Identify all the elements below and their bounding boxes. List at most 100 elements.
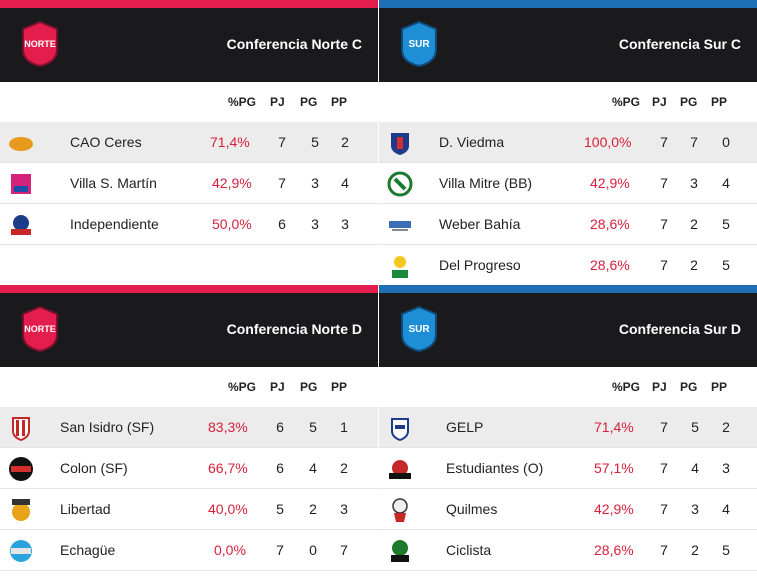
team-logo-icon [391,418,409,441]
team-pg: 3 [311,216,319,232]
sur-logo-icon: SUR [401,20,437,68]
team-pg: 4 [309,460,317,476]
team-pj: 6 [276,419,284,435]
team-logo-icon [11,174,31,194]
team-pj: 7 [660,175,668,191]
team-name: Independiente [70,216,159,232]
table-row[interactable]: Colon (SF) 66,7% 6 4 2 [0,448,378,489]
svg-text:NORTE: NORTE [24,324,56,334]
team-pg: 3 [691,501,699,517]
team-pj: 7 [660,419,668,435]
team-pct: 66,7% [208,460,248,476]
team-name: Weber Bahía [439,216,521,232]
table-row[interactable]: CAO Ceres 71,4% 7 5 2 [0,122,378,163]
column-headers: %PG PJ PG PP [379,82,757,122]
conference-title: Conferencia Sur C [618,36,741,52]
team-name: D. Viedma [439,134,505,150]
team-name: San Isidro (SF) [60,419,155,435]
team-pp: 5 [722,216,730,232]
team-logo-icon [389,221,411,231]
panel-norte-d: NORTE Conferencia Norte D %PG PJ PG PP S… [0,285,378,571]
table-row[interactable]: Echagüe 0,0% 7 0 7 [0,530,378,571]
table-row[interactable]: Weber Bahía 28,6% 7 2 5 [379,204,757,245]
team-pct: 83,3% [208,419,248,435]
team-pp: 2 [341,134,349,150]
team-name: Ciclista [446,542,492,558]
team-name: Del Progreso [439,257,521,273]
team-pg: 4 [691,460,699,476]
team-pp: 7 [340,542,348,558]
team-pct: 42,9% [212,175,252,191]
panel-header: NORTE Conferencia Norte D [0,293,378,367]
team-logo-icon [10,540,32,562]
col-pp: PP [331,95,348,109]
team-logo-icon [9,457,33,481]
table-row[interactable]: GELP 71,4% 7 5 2 [379,407,757,448]
team-pg: 5 [311,134,319,150]
table-row[interactable]: Villa S. Martín 42,9% 7 3 4 [0,163,378,204]
sur-stripe [379,285,757,293]
team-pct: 100,0% [584,134,632,150]
team-pct: 71,4% [210,134,250,150]
team-logo-icon [12,417,30,441]
team-pp: 5 [722,257,730,273]
table-row[interactable]: San Isidro (SF) 83,3% 6 5 1 [0,407,378,448]
team-pg: 2 [309,501,317,517]
norte-logo-icon: NORTE [22,20,58,68]
norte-logo-icon: NORTE [22,305,58,353]
team-pg: 2 [691,542,699,558]
team-name: GELP [446,419,484,435]
team-name: Villa S. Martín [70,175,157,191]
team-pj: 7 [660,542,668,558]
team-pp: 4 [722,501,730,517]
team-logo-icon [9,137,33,151]
team-name: Echagüe [60,542,116,558]
table-row[interactable]: Del Progreso 28,6% 7 2 5 [379,245,757,286]
sur-logo-icon: SUR [401,305,437,353]
table-row[interactable]: Villa Mitre (BB) 42,9% 7 3 4 [379,163,757,204]
team-pp: 5 [722,542,730,558]
table-row[interactable]: D. Viedma 100,0% 7 7 0 [379,122,757,163]
col-pj: PJ [652,380,667,394]
team-pj: 6 [276,460,284,476]
team-name: Colon (SF) [60,460,128,476]
col-pg: PG [680,95,698,109]
team-pct: 28,6% [590,216,630,232]
team-logo-icon [387,171,413,197]
table-row[interactable]: Estudiantes (O) 57,1% 7 4 3 [379,448,757,489]
team-pp: 4 [341,175,349,191]
team-pj: 7 [278,175,286,191]
team-pct: 28,6% [590,257,630,273]
team-name: Libertad [60,501,111,517]
team-pj: 7 [276,542,284,558]
team-pg: 3 [311,175,319,191]
team-logo-icon [12,499,30,521]
team-pct: 28,6% [594,542,634,558]
norte-stripe [0,0,378,8]
team-pct: 42,9% [594,501,634,517]
col-pct: %PG [612,380,641,394]
table-row[interactable]: Quilmes 42,9% 7 3 4 [379,489,757,530]
sur-stripe [379,0,757,8]
team-name: Villa Mitre (BB) [439,175,533,191]
conference-title: Conferencia Norte D [226,321,362,337]
svg-text:SUR: SUR [408,39,430,50]
svg-text:NORTE: NORTE [24,39,56,49]
col-pct: %PG [228,380,257,394]
table-row[interactable]: Independiente 50,0% 6 3 3 [0,204,378,245]
column-headers: %PG PJ PG PP [379,367,757,407]
col-pg: PG [300,95,318,109]
table-row[interactable]: Libertad 40,0% 5 2 3 [0,489,378,530]
team-logo-icon [392,498,408,522]
team-pct: 57,1% [594,460,634,476]
team-pg: 3 [690,175,698,191]
team-pp: 0 [722,134,730,150]
table-row[interactable]: Ciclista 28,6% 7 2 5 [379,530,757,571]
col-pj: PJ [270,380,285,394]
team-pj: 7 [278,134,286,150]
norte-stripe [0,285,378,293]
panel-sur-d: SUR Conferencia Sur D %PG PJ PG PP GELP … [379,285,757,571]
svg-text:SUR: SUR [408,324,430,335]
column-headers: %PG PJ PG PP [0,367,378,407]
team-pp: 2 [340,460,348,476]
